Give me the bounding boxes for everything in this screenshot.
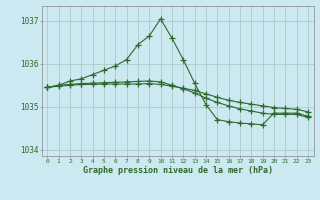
X-axis label: Graphe pression niveau de la mer (hPa): Graphe pression niveau de la mer (hPa) <box>83 166 273 175</box>
